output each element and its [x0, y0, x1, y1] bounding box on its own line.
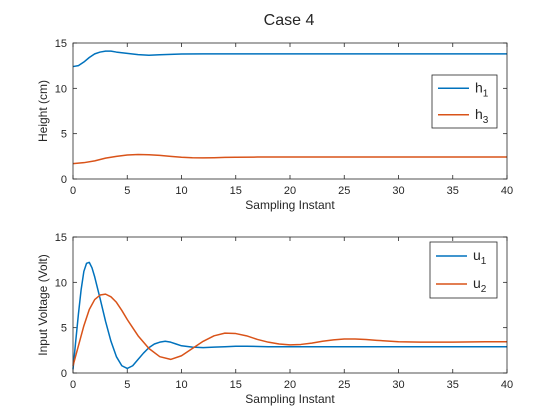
- y-tick-label: 0: [61, 368, 67, 380]
- x-tick-label: 35: [447, 379, 459, 391]
- x-tick-label: 35: [447, 185, 459, 197]
- x-tick-label: 5: [124, 185, 130, 197]
- x-tick-label: 30: [392, 379, 404, 391]
- y-tick-label: 15: [55, 232, 67, 244]
- x-tick-label: 5: [124, 379, 130, 391]
- x-tick-label: 0: [70, 379, 76, 391]
- x-tick-label: 15: [230, 185, 242, 197]
- x-tick-label: 20: [284, 185, 296, 197]
- x-axis-label: Sampling Instant: [245, 198, 335, 212]
- y-tick-label: 10: [55, 277, 67, 289]
- y-axis-label: Height (cm): [36, 80, 50, 142]
- y-tick-label: 10: [55, 83, 67, 95]
- y-axis-label: Input Voltage (Volt): [36, 254, 50, 355]
- x-tick-label: 25: [338, 379, 350, 391]
- legend-box: [430, 242, 497, 298]
- y-tick-label: 15: [55, 38, 67, 50]
- x-tick-label: 30: [392, 185, 404, 197]
- x-tick-label: 25: [338, 185, 350, 197]
- x-tick-label: 0: [70, 185, 76, 197]
- x-axis-label: Sampling Instant: [245, 392, 335, 406]
- figure-title: Case 4: [264, 12, 315, 29]
- x-tick-label: 20: [284, 379, 296, 391]
- y-tick-label: 5: [61, 323, 67, 335]
- y-tick-label: 5: [61, 129, 67, 141]
- x-tick-label: 10: [175, 185, 187, 197]
- x-tick-label: 40: [501, 379, 513, 391]
- x-tick-label: 10: [175, 379, 187, 391]
- x-tick-label: 40: [501, 185, 513, 197]
- y-tick-label: 0: [61, 174, 67, 186]
- x-tick-label: 15: [230, 379, 242, 391]
